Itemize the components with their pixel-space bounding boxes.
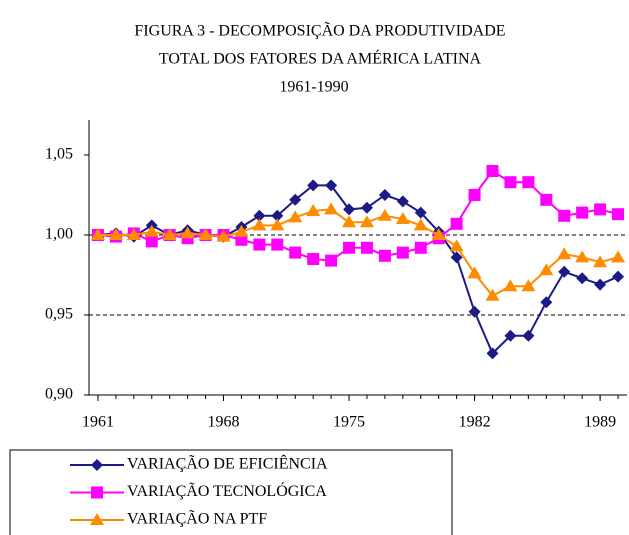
marker: [378, 189, 391, 201]
marker: [540, 193, 553, 206]
marker: [521, 279, 536, 292]
marker: [270, 218, 285, 231]
x-tick-label: 1961: [82, 414, 114, 431]
marker: [540, 296, 553, 309]
marker: [325, 254, 338, 267]
marker: [522, 329, 535, 342]
legend-label: VARIAÇÃO DE EFICIÊNCIA: [127, 454, 328, 473]
marker: [307, 253, 320, 265]
marker: [271, 238, 284, 251]
marker: [576, 206, 589, 219]
marker: [611, 250, 626, 263]
marker: [485, 288, 500, 301]
marker: [486, 165, 499, 177]
marker: [539, 263, 554, 276]
marker: [558, 265, 571, 278]
marker: [306, 204, 321, 216]
chart-title: 1961-1990: [279, 79, 348, 96]
marker: [575, 250, 590, 263]
legend-marker: [91, 459, 103, 471]
marker: [342, 215, 357, 228]
marker: [360, 241, 373, 254]
marker: [450, 251, 463, 264]
marker: [594, 203, 607, 216]
marker: [343, 241, 356, 254]
legend-label: VARIAÇÃO TECNOLÓGICA: [127, 481, 327, 500]
marker: [343, 203, 356, 216]
marker: [558, 209, 571, 222]
marker: [162, 228, 177, 240]
marker: [431, 228, 446, 240]
marker: [180, 226, 195, 239]
marker: [522, 176, 535, 189]
legend-marker: [91, 486, 103, 499]
marker: [216, 229, 231, 242]
marker: [557, 247, 572, 260]
marker: [253, 209, 266, 222]
marker: [593, 255, 608, 268]
legend-marker: [90, 513, 104, 525]
marker: [377, 208, 392, 221]
marker: [359, 215, 374, 228]
marker: [612, 208, 625, 221]
marker: [234, 224, 249, 237]
marker: [145, 235, 158, 248]
chart-title: TOTAL DOS FATORES DA AMÉRICA LATINA: [159, 49, 482, 68]
marker: [90, 228, 105, 240]
marker: [467, 266, 482, 279]
marker: [289, 193, 302, 206]
marker: [504, 329, 517, 342]
marker: [594, 278, 607, 291]
marker: [414, 241, 427, 254]
y-tick-label: 0,90: [45, 386, 73, 403]
y-tick-label: 1,00: [45, 226, 73, 243]
x-tick-label: 1975: [333, 414, 365, 431]
marker: [612, 270, 625, 283]
marker: [108, 228, 123, 240]
marker: [468, 305, 481, 318]
marker: [253, 238, 266, 251]
marker: [325, 179, 338, 192]
marker: [450, 217, 463, 230]
marker: [307, 179, 320, 192]
legend-label: VARIAÇÃO NA PTF: [127, 510, 267, 528]
marker: [395, 212, 410, 224]
x-tick-label: 1982: [459, 414, 491, 431]
marker: [126, 228, 141, 240]
chart-title: FIGURA 3 - DECOMPOSIÇÃO DA PRODUTIVIDADE: [134, 22, 505, 40]
y-tick-label: 0,95: [45, 306, 73, 323]
marker: [252, 218, 267, 231]
x-tick-label: 1968: [208, 414, 240, 431]
marker: [396, 246, 409, 259]
marker: [360, 201, 373, 214]
marker: [414, 206, 427, 219]
marker: [413, 218, 428, 231]
marker: [576, 272, 589, 285]
marker: [289, 246, 302, 259]
marker: [486, 347, 499, 360]
marker: [504, 176, 517, 189]
y-tick-label: 1,05: [45, 146, 73, 163]
marker: [288, 210, 303, 223]
marker: [198, 228, 213, 240]
marker: [468, 189, 481, 201]
marker: [503, 279, 518, 292]
x-tick-label: 1989: [584, 414, 616, 431]
marker: [449, 239, 464, 252]
marker: [378, 249, 391, 262]
marker: [396, 195, 409, 208]
marker: [324, 202, 339, 215]
marker: [144, 224, 159, 237]
marker: [271, 209, 284, 222]
